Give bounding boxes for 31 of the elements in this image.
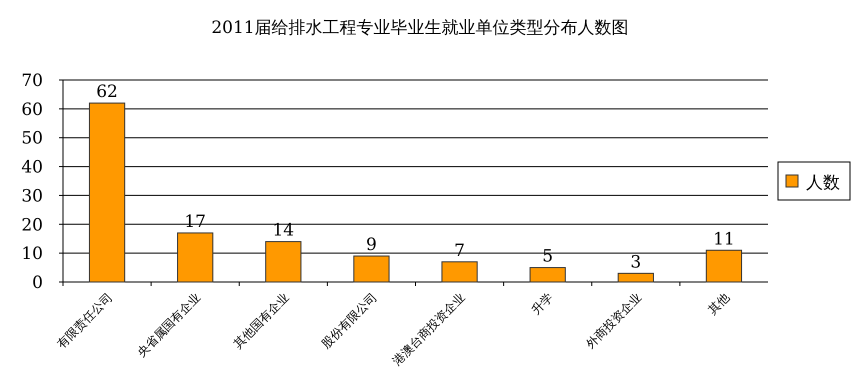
x-tick-label: 其他: [705, 290, 732, 318]
bar: [441, 261, 478, 282]
data-label: 62: [96, 82, 118, 102]
x-tick-label: 有限责任公司: [54, 290, 116, 352]
y-tick-label: 60: [21, 100, 43, 120]
data-label: 3: [630, 252, 642, 272]
bar: [88, 102, 126, 282]
x-tick-label: 其他国有企业: [230, 290, 292, 352]
bar: [530, 267, 566, 282]
x-tick-label: 升学: [528, 290, 556, 318]
y-tick-label: 10: [21, 244, 43, 264]
x-tick-label: 央省属国有企业: [134, 290, 204, 360]
y-tick-label: 30: [21, 186, 43, 206]
bar: [353, 256, 390, 282]
data-label: 14: [272, 220, 294, 241]
y-tick-label: 70: [21, 71, 43, 91]
data-label: 11: [713, 229, 735, 250]
x-tick-label: 股份有限公司: [318, 290, 380, 352]
legend-label: 人数: [806, 173, 840, 193]
data-label: 9: [366, 235, 377, 256]
bar: [265, 241, 302, 282]
y-tick-label: 40: [21, 158, 43, 178]
bar: [177, 232, 214, 282]
bar: [618, 272, 654, 282]
y-tick-label: 20: [21, 215, 43, 236]
chart-title: 2011届给排水工程专业毕业生就业单位类型分布人数图: [211, 18, 629, 38]
y-tick-label: 0: [32, 273, 43, 293]
bar: [706, 250, 742, 282]
x-tick-label: 港澳台商投资企业: [390, 290, 468, 368]
x-tick-label: 外商投资企业: [583, 290, 644, 352]
y-tick-label: 50: [21, 128, 43, 149]
